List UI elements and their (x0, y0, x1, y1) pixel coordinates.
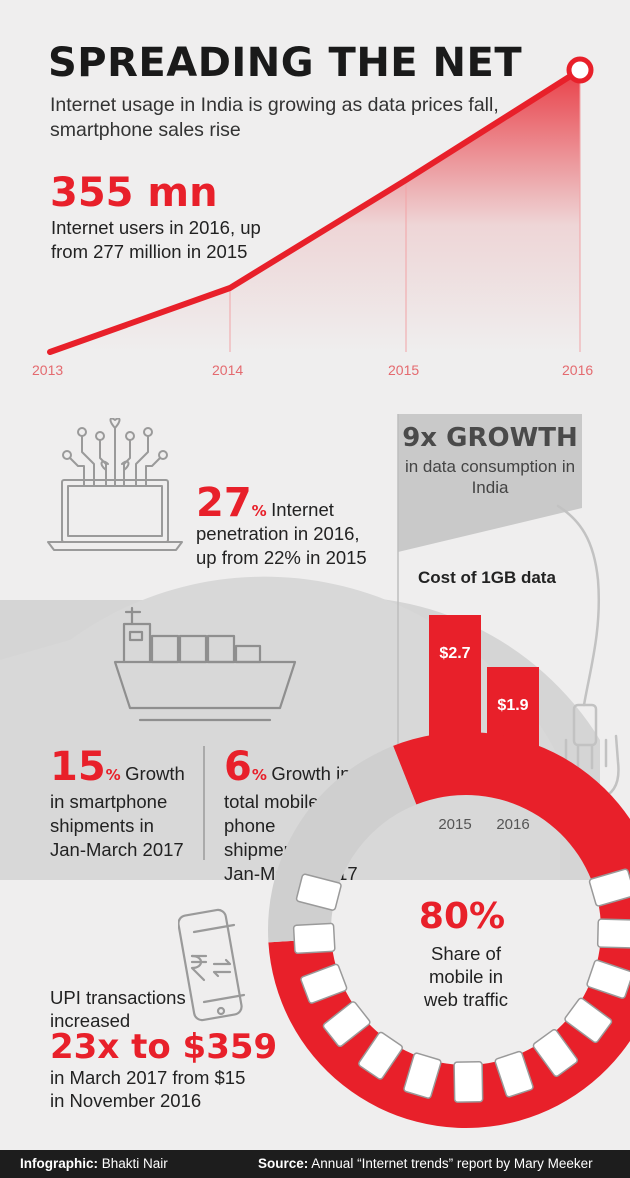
mobile-stat: 6% Growth in (224, 744, 351, 790)
phone-icon (403, 1052, 442, 1099)
web-traffic-value: 80% (418, 896, 506, 937)
bar-chart-title: Cost of 1GB data (418, 568, 556, 587)
page-title: SPREADING THE NET (48, 40, 523, 86)
penetration-lead: Internet (271, 499, 334, 520)
upi-caption: in March 2017 from $15 in November 2016 (50, 1067, 246, 1111)
users-area-fill (50, 70, 580, 352)
year-tick-label: 2016 (562, 362, 594, 378)
upi-intro: UPI transactions increased (50, 987, 186, 1031)
phone-icon (494, 1050, 534, 1098)
footer-source: Source: Annual “Internet trends” report … (258, 1150, 593, 1178)
credit-name: Bhakti Nair (101, 1156, 168, 1171)
data-growth-caption: in data consumption in India (404, 457, 576, 497)
phone-icon (292, 922, 336, 955)
footer: Infographic: Bhakti Nair Source: Annual … (0, 1150, 630, 1178)
cargo-ship-icon (113, 606, 297, 722)
phone-ring (292, 868, 630, 1103)
year-tick-label: 2015 (388, 362, 420, 378)
mobile-suffix: % (251, 766, 267, 784)
page-subtitle: Internet usage in India is growing as da… (50, 94, 499, 141)
trend-end-marker (566, 56, 594, 84)
phone-icon (358, 1031, 403, 1080)
phone-icon (588, 868, 630, 907)
laptop-network-icon (47, 418, 183, 551)
smartphone-caption: in smartphone shipments in Jan-March 201… (50, 791, 184, 860)
penetration-stat: 27% Internet (196, 480, 334, 526)
penetration-value: 27 (196, 480, 252, 526)
smartphone-stat: 15% Growth (50, 744, 185, 790)
phone-icon (564, 997, 613, 1044)
users-chart-years: 2013 2014 2015 2016 (0, 0, 630, 400)
stat-divider (203, 746, 205, 860)
smartphone-lead: Growth (125, 763, 185, 784)
users-caption: Internet users in 2016, up from 277 mill… (51, 217, 261, 262)
smartphone-value: 15 (50, 744, 106, 790)
phone-icon (322, 1001, 371, 1048)
year-tick-label: 2014 (212, 362, 244, 378)
source-label: Source: (258, 1156, 309, 1171)
data-growth-headline: 9x GROWTH (402, 423, 578, 453)
smartphone-suffix: % (105, 766, 121, 784)
mobile-lead: Growth in (271, 763, 351, 784)
upi-phone-icon (178, 908, 246, 1022)
footer-credit: Infographic: Bhakti Nair (20, 1150, 168, 1178)
mobile-value: 6 (224, 744, 252, 790)
year-tick-label: 2013 (32, 362, 64, 378)
gray-panel-arc (0, 576, 560, 880)
users-headline: 355 mn (50, 170, 218, 216)
users-line-chart (47, 56, 594, 355)
upi-headline: 23x to $359 (50, 1027, 278, 1067)
phone-icon (300, 963, 348, 1004)
phone-icon (453, 1061, 484, 1103)
credit-label: Infographic: (20, 1156, 98, 1171)
growth-banner (398, 414, 582, 552)
phone-icon (532, 1029, 578, 1077)
users-trend-line (47, 67, 583, 355)
web-traffic-caption: Share of mobile in web traffic (424, 943, 508, 1010)
penetration-caption: penetration in 2016, up from 22% in 2015 (196, 523, 367, 568)
phone-icon (596, 918, 630, 949)
phone-icon (295, 873, 342, 911)
penetration-suffix: % (251, 502, 267, 520)
source-text: Annual “Internet trends” report by Mary … (311, 1156, 593, 1171)
donut-slice (268, 745, 417, 943)
phone-icon (586, 959, 630, 999)
